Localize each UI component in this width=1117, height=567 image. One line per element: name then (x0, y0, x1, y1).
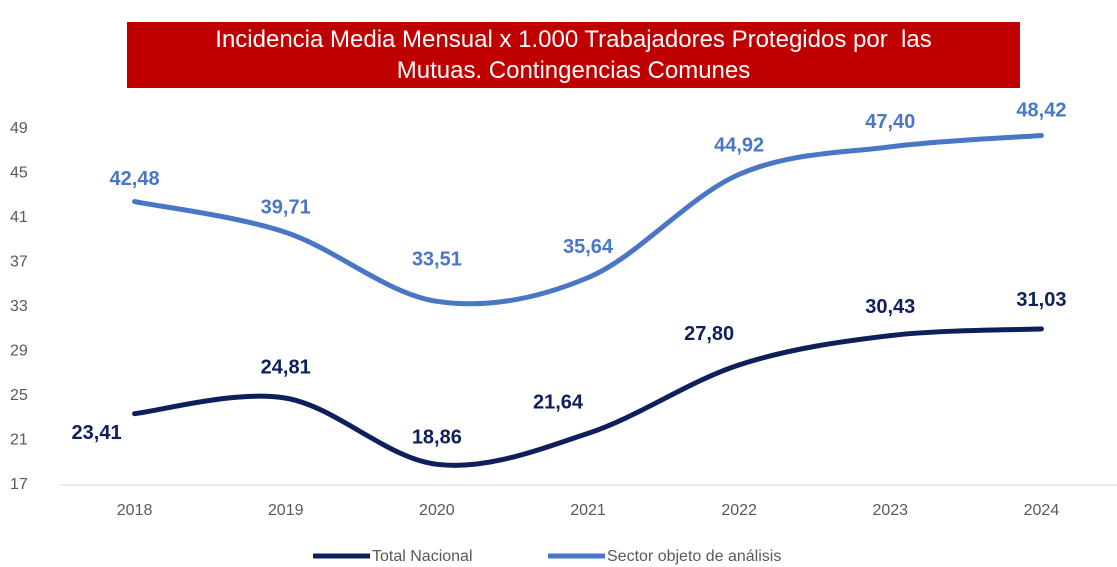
x-tick-label: 2022 (721, 502, 757, 519)
data-label: 27,80 (684, 323, 734, 345)
y-tick-label: 29 (10, 343, 28, 360)
data-label: 18,86 (412, 427, 462, 449)
data-label: 33,51 (412, 249, 462, 271)
legend-label: Total Nacional (372, 548, 473, 565)
data-label: 47,40 (865, 111, 915, 133)
series-line (132, 326, 1044, 468)
data-label: 30,43 (865, 296, 915, 318)
y-tick-label: 17 (10, 476, 28, 493)
data-label: 48,42 (1016, 100, 1066, 122)
data-label: 35,64 (563, 236, 614, 258)
y-tick-label: 21 (10, 432, 28, 449)
x-tick-label: 2023 (872, 502, 908, 519)
y-tick-label: 45 (10, 165, 28, 182)
x-tick-label: 2018 (117, 502, 153, 519)
series-line (132, 132, 1044, 307)
y-tick-label: 37 (10, 254, 28, 271)
data-label: 23,41 (72, 422, 122, 444)
x-tick-label: 2021 (570, 502, 606, 519)
x-tick-label: 2024 (1024, 502, 1060, 519)
chart-title: Incidencia Media Mensual x 1.000 Trabaja… (127, 22, 1020, 88)
data-label: 21,64 (533, 392, 584, 414)
y-tick-label: 49 (10, 120, 28, 137)
x-tick-label: 2019 (268, 502, 304, 519)
data-label: 39,71 (261, 197, 311, 219)
data-label: 24,81 (261, 356, 311, 378)
y-tick-label: 33 (10, 298, 28, 315)
legend-label: Sector objeto de análisis (607, 548, 781, 565)
y-tick-label: 25 (10, 387, 28, 404)
data-label: 42,48 (110, 168, 160, 190)
x-tick-label: 2020 (419, 502, 455, 519)
data-label: 31,03 (1016, 289, 1066, 311)
y-tick-label: 41 (10, 209, 28, 226)
data-label: 44,92 (714, 135, 764, 157)
